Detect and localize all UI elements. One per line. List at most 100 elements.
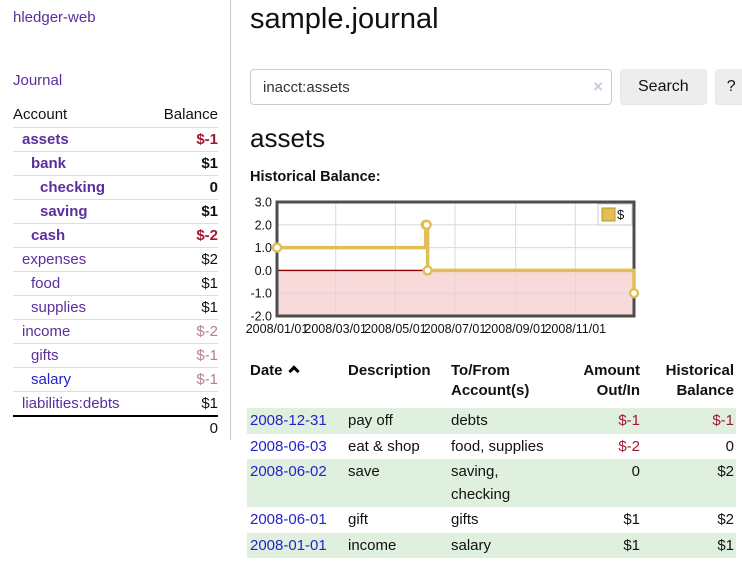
accounts-total-balance: 0 [148,415,218,440]
page-title: sample.journal [250,3,439,35]
transaction-amount-cell: $-1 [618,412,640,430]
transaction-date-cell: 2008-06-01 [247,507,345,532]
account-row: assets $-1 [13,127,218,152]
transaction-date-link[interactable]: 2008-01-01 [250,536,327,554]
transaction-accounts-cell: salary [451,536,492,554]
sidebar: hledger-web Journal Account Balance asse… [0,0,231,440]
transaction-row: 2008-06-03 eat & shop food, supplies $-2 0 [247,434,736,459]
account-balance: $1 [148,151,218,176]
account-row: salary $-1 [13,367,218,392]
transactions-header-row: Date Description To/From Account(s) Amou… [247,359,736,409]
account-heading: assets [250,123,326,154]
search-input[interactable] [250,69,612,106]
account-link[interactable]: cash [31,227,66,244]
account-balance: $1 [148,391,218,416]
account-row: cash $-2 [13,223,218,248]
account-balance: $1 [148,199,218,224]
historical-balance-chart: $3.0 2.0 1.0 0.0 -1.0 -2.02008/01/012008/03/0… [246,195,640,336]
account-balance: $1 [148,295,218,320]
account-link[interactable]: liabilities:debts [22,395,120,412]
transaction-amount-cell: $1 [623,536,640,554]
transaction-balance-cell: $-1 [712,412,734,430]
svg-text:0.0: 0.0 [255,264,272,278]
account-row: saving $1 [13,199,218,224]
accounts-header-row: Account Balance [13,103,218,128]
account-row: liabilities:debts $1 [13,391,218,416]
account-balance: $-1 [148,343,218,368]
account-row: gifts $-1 [13,343,218,368]
transaction-amount-cell: $1 [623,511,640,529]
transaction-date-link[interactable]: 2008-06-02 [250,462,327,480]
account-link[interactable]: gifts [31,347,59,364]
transaction-balance-cell: $2 [717,511,734,529]
account-balance: $2 [148,247,218,272]
transaction-date-cell: 2008-06-02 [247,459,345,508]
svg-text:$: $ [617,207,625,222]
transaction-date-cell: 2008-06-03 [247,434,345,459]
accounts-table: Account Balance assets $-1 bank $1 checking 0… [13,103,218,440]
transaction-accounts-cell: food, supplies [451,437,544,455]
column-header-amount: Amount Out/In [583,361,640,400]
transaction-accounts-cell: gifts [451,511,479,529]
accounts-header-account: Account [13,106,68,123]
svg-text:-1.0: -1.0 [250,287,272,301]
transaction-description-cell: eat & shop [348,437,420,455]
svg-text:2.0: 2.0 [255,218,272,232]
transaction-date-link[interactable]: 2008-12-31 [250,412,327,430]
account-row: income $-2 [13,319,218,344]
help-button[interactable]: ? [714,69,742,106]
svg-text:2008/05/01: 2008/05/01 [364,322,427,336]
account-link[interactable]: saving [40,203,88,220]
transaction-description-cell: save [348,462,380,480]
account-link[interactable]: income [22,323,71,340]
svg-text:2008/01/01: 2008/01/01 [246,322,309,336]
account-balance: $1 [148,271,218,296]
transaction-balance-cell: 0 [725,437,734,455]
account-balance: $-1 [148,127,218,152]
transaction-description-cell: pay off [348,412,393,430]
account-link[interactable]: bank [31,155,67,172]
search-button[interactable]: Search [620,69,707,106]
transactions-table: Date Description To/From Account(s) Amou… [247,359,736,558]
transaction-row: 2008-06-01 gift gifts $1 $2 [247,507,736,532]
svg-text:2008/07/01: 2008/07/01 [424,322,487,336]
transaction-date-cell: 2008-12-31 [247,408,345,433]
account-link[interactable]: assets [22,131,69,148]
svg-text:2008/11/01: 2008/11/01 [544,322,606,336]
transaction-accounts-cell: saving, checking [451,462,511,504]
transaction-balance-cell: $2 [717,462,734,480]
account-link[interactable]: salary [31,371,72,388]
account-link[interactable]: expenses [22,251,87,268]
column-header-balance: Historical Balance [665,361,734,400]
transaction-description-cell: gift [348,511,369,529]
svg-text:-2.0: -2.0 [250,309,272,323]
transaction-date-link[interactable]: 2008-06-03 [250,437,327,455]
column-header-description: Description [348,361,431,379]
transaction-date-link[interactable]: 2008-06-01 [250,511,327,529]
column-header-date[interactable]: Date [247,359,345,409]
transaction-date-cell: 2008-01-01 [247,533,345,558]
clear-search-icon[interactable]: × [593,77,603,97]
app-brand-link[interactable]: hledger-web [13,9,96,26]
search-form: × Search ? [250,69,742,106]
transaction-amount-cell: $-2 [618,437,640,455]
account-link[interactable]: supplies [31,299,87,316]
svg-text:2008/09/01: 2008/09/01 [484,322,547,336]
account-row: bank $1 [13,151,218,176]
sidebar-item-journal[interactable]: Journal [13,72,63,89]
column-header-accounts: To/From Account(s) [451,361,530,400]
account-link[interactable]: food [31,275,61,292]
transaction-row: 2008-06-02 save saving, checking 0 $2 [247,458,736,508]
accounts-header-balance: Balance [163,106,218,123]
transaction-row: 2008-12-31 pay off debts $-1 $-1 [247,408,736,434]
svg-text:3.0: 3.0 [255,195,272,209]
transaction-balance-cell: $1 [717,536,734,554]
svg-text:2008/03/01: 2008/03/01 [304,322,367,336]
main-panel: sample.journal × Search ? assets Histori… [240,0,742,558]
accounts-total-row: 0 [13,415,218,440]
transaction-accounts-cell: debts [451,412,488,430]
transaction-amount-cell: 0 [631,462,640,480]
account-row: supplies $1 [13,295,218,320]
account-row: checking 0 [13,175,218,200]
account-link[interactable]: checking [40,179,106,196]
